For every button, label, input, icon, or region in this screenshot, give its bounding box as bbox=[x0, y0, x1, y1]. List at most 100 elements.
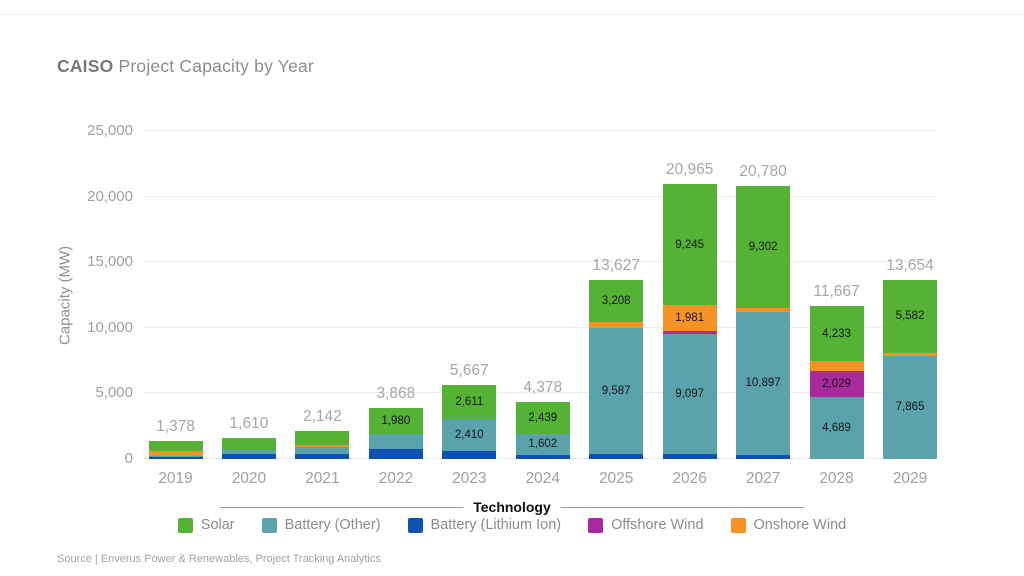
legend-swatch-battery-lithium-ion bbox=[407, 517, 423, 533]
x-axis-group-header: Technology bbox=[219, 499, 805, 515]
bar-segment-battery-lithium-ion-2021[interactable] bbox=[295, 454, 350, 459]
bar-segment-onshore-wind-2026[interactable]: 1,981 bbox=[662, 305, 717, 332]
bar-segment-solar-2027[interactable]: 9,302 bbox=[736, 186, 791, 309]
bar-total-label-2023: 5,667 bbox=[449, 361, 489, 379]
bar-segment-battery-other-2027[interactable]: 10,897 bbox=[736, 311, 791, 455]
bar-segment-battery-other-2022[interactable] bbox=[368, 434, 423, 450]
bar-segment-label: 7,865 bbox=[895, 401, 925, 414]
x-tick-label-2024: 2024 bbox=[525, 470, 560, 487]
bar-segment-battery-other-2020[interactable] bbox=[221, 450, 276, 455]
bar-segment-battery-other-2026[interactable]: 9,097 bbox=[662, 334, 717, 454]
legend-label: Solar bbox=[200, 517, 235, 533]
bar-total-label-2022: 3,868 bbox=[376, 385, 416, 403]
bar-segment-battery-lithium-ion-2025[interactable] bbox=[589, 454, 644, 459]
legend-item-onshore-wind[interactable]: Onshore Wind bbox=[730, 517, 847, 533]
bar-total-label-2021: 2,142 bbox=[302, 407, 342, 425]
bar-segment-battery-other-2025[interactable]: 9,587 bbox=[589, 328, 644, 454]
bar-segment-solar-2020[interactable] bbox=[221, 437, 276, 451]
gridline bbox=[143, 392, 937, 394]
bar-segment-solar-2026[interactable]: 9,245 bbox=[662, 183, 717, 306]
legend-label: Offshore Wind bbox=[611, 517, 704, 533]
bar-segment-solar-2019[interactable] bbox=[148, 440, 203, 452]
header-rule-left bbox=[219, 506, 464, 508]
bar-segment-battery-other-2024[interactable]: 1,602 bbox=[515, 433, 570, 455]
legend-swatch-solar bbox=[177, 517, 193, 533]
bar-segment-label: 5,582 bbox=[895, 310, 925, 323]
legend-item-battery-lithium-ion[interactable]: Battery (Lithium Ion) bbox=[407, 517, 562, 533]
bar-segment-label: 1,602 bbox=[528, 438, 558, 451]
bar-total-label-2025: 13,627 bbox=[592, 257, 640, 275]
bar-segment-solar-2021[interactable] bbox=[295, 430, 350, 445]
bar-segment-battery-other-2028[interactable]: 4,689 bbox=[809, 397, 864, 459]
y-axis-title: Capacity (MW) bbox=[56, 245, 74, 345]
bar-segment-battery-lithium-ion-2022[interactable] bbox=[368, 449, 423, 459]
legend-item-solar[interactable]: Solar bbox=[177, 517, 235, 533]
bar-total-label-2027: 20,780 bbox=[739, 163, 787, 181]
bar-total-label-2019: 1,378 bbox=[156, 417, 195, 435]
x-tick-label-2021: 2021 bbox=[305, 470, 340, 487]
x-tick-label-2022: 2022 bbox=[378, 470, 414, 487]
bar-segment-label: 2,410 bbox=[454, 428, 484, 441]
chart-title-rest: Project Capacity by Year bbox=[113, 56, 314, 76]
legend-item-battery-other[interactable]: Battery (Other) bbox=[261, 517, 381, 533]
legend-label: Onshore Wind bbox=[753, 517, 847, 533]
bar-segment-battery-other-2019[interactable] bbox=[148, 455, 203, 457]
legend-label: Battery (Other) bbox=[284, 517, 381, 533]
bar-segment-label: 9,587 bbox=[601, 385, 631, 398]
bar-segment-battery-lithium-ion-2026[interactable] bbox=[662, 453, 717, 459]
bar-segment-label: 1,980 bbox=[381, 415, 411, 428]
bar-segment-onshore-wind-2028[interactable] bbox=[809, 361, 864, 371]
chart-title-brand: CAISO bbox=[57, 56, 114, 76]
bar-segment-solar-2025[interactable]: 3,208 bbox=[589, 280, 644, 323]
bar-segment-battery-lithium-ion-2024[interactable] bbox=[515, 454, 570, 459]
bar-segment-solar-2024[interactable]: 2,439 bbox=[515, 401, 570, 434]
bar-segment-solar-2022[interactable]: 1,980 bbox=[368, 408, 423, 435]
bar-total-label-2020: 1,610 bbox=[229, 414, 269, 432]
y-tick-label: 0 bbox=[124, 450, 133, 467]
x-tick-label-2025: 2025 bbox=[598, 470, 634, 487]
bar-segment-solar-2023[interactable]: 2,611 bbox=[442, 384, 497, 419]
bar-segment-solar-2029[interactable]: 5,582 bbox=[883, 279, 937, 354]
bar-segment-battery-lithium-ion-2019[interactable] bbox=[148, 456, 203, 459]
legend: Solar Battery (Other) Battery (Lithium Ion… bbox=[0, 517, 1024, 533]
y-tick-label: 5,000 bbox=[95, 384, 133, 402]
x-tick-label-2028: 2028 bbox=[819, 470, 854, 487]
bar-segment-label: 9,097 bbox=[675, 388, 705, 401]
bar-segment-battery-other-2021[interactable] bbox=[295, 446, 350, 455]
bar-total-label-2028: 11,667 bbox=[813, 282, 860, 300]
gridline bbox=[143, 261, 937, 263]
bar-segment-offshore-wind-2028[interactable]: 2,029 bbox=[809, 370, 864, 398]
bar-segment-onshore-wind-2027[interactable] bbox=[736, 308, 791, 312]
bar-segment-battery-other-2029[interactable]: 7,865 bbox=[883, 355, 937, 459]
x-axis-group-label: Technology bbox=[473, 499, 551, 515]
bar-total-label-2024: 4,378 bbox=[523, 378, 563, 396]
bar-total-label-2026: 20,965 bbox=[665, 160, 714, 178]
bar-segment-onshore-wind-2025[interactable] bbox=[589, 322, 644, 329]
bar-segment-label: 2,611 bbox=[455, 395, 484, 408]
plot-area: 0 5,000 10,000 15,000 20,000 25,000 1,378 2019 1… bbox=[87, 122, 937, 487]
bar-segment-solar-2028[interactable]: 4,233 bbox=[809, 305, 864, 362]
bar-segment-onshore-wind-2029[interactable] bbox=[883, 353, 937, 356]
bar-segment-label: 4,233 bbox=[822, 327, 851, 340]
legend-item-offshore-wind[interactable]: Offshore Wind bbox=[588, 517, 704, 533]
bar-segment-label: 2,439 bbox=[528, 411, 558, 424]
legend-swatch-onshore-wind bbox=[730, 517, 746, 533]
header-rule-right bbox=[560, 506, 805, 508]
bar-segment-battery-lithium-ion-2027[interactable] bbox=[736, 454, 791, 459]
bar-segment-battery-other-2023[interactable]: 2,410 bbox=[442, 418, 497, 451]
chart-title: CAISO Project Capacity by Year bbox=[57, 56, 314, 77]
legend-label: Battery (Lithium Ion) bbox=[430, 517, 562, 533]
x-tick-label-2026: 2026 bbox=[672, 470, 707, 487]
source-attribution: Source | Enverus Power & Renewables, Pro… bbox=[57, 553, 381, 565]
bar-segment-battery-lithium-ion-2020[interactable] bbox=[221, 454, 276, 459]
gridline bbox=[143, 326, 937, 328]
bar-segment-label: 4,689 bbox=[822, 422, 851, 435]
x-tick-label-2020: 2020 bbox=[231, 470, 267, 487]
bar-segment-onshore-wind-2019[interactable] bbox=[148, 451, 203, 456]
bar-segment-label: 1,981 bbox=[675, 312, 705, 325]
bar-segment-offshore-wind-2026[interactable] bbox=[662, 331, 717, 335]
bar-segment-battery-lithium-ion-2023[interactable] bbox=[442, 450, 497, 459]
bar-segment-label: 9,245 bbox=[675, 238, 705, 251]
bar-segment-onshore-wind-2021[interactable] bbox=[295, 444, 350, 447]
legend-swatch-battery-other bbox=[261, 517, 277, 533]
